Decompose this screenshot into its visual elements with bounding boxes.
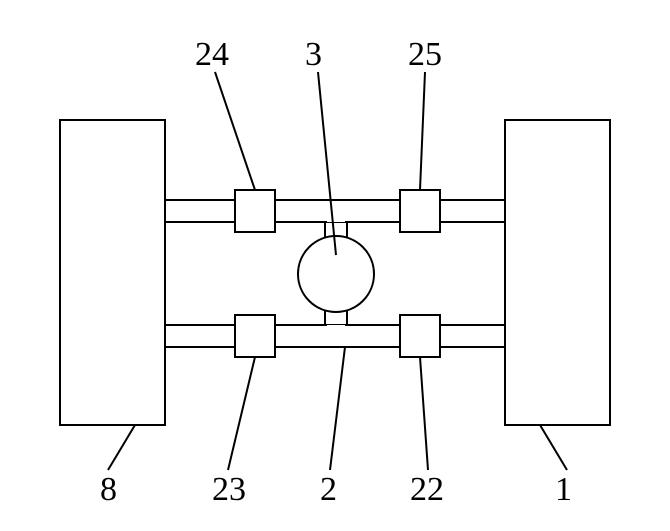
joint-mask-top — [327, 202, 345, 222]
leader-n2 — [330, 347, 345, 470]
valve-24-box — [235, 190, 275, 232]
label-n25: 25 — [408, 36, 442, 73]
label-n22: 22 — [410, 471, 444, 508]
label-n8: 8 — [100, 471, 117, 508]
leader-n22 — [420, 357, 428, 470]
joint-mask-bottom — [327, 325, 345, 345]
leader-n8 — [108, 425, 135, 470]
valve-23-box — [235, 315, 275, 357]
leader-n1 — [540, 425, 567, 470]
right-block — [505, 120, 610, 425]
leader-n23 — [228, 357, 255, 470]
valve-25-box — [400, 190, 440, 232]
leader-n25 — [420, 72, 425, 190]
label-n3: 3 — [305, 36, 322, 73]
left-block — [60, 120, 165, 425]
label-n24: 24 — [195, 36, 229, 73]
label-n1: 1 — [555, 471, 572, 508]
leader-n24 — [215, 72, 255, 190]
label-n23: 23 — [212, 471, 246, 508]
label-n2: 2 — [320, 471, 337, 508]
valve-22-box — [400, 315, 440, 357]
